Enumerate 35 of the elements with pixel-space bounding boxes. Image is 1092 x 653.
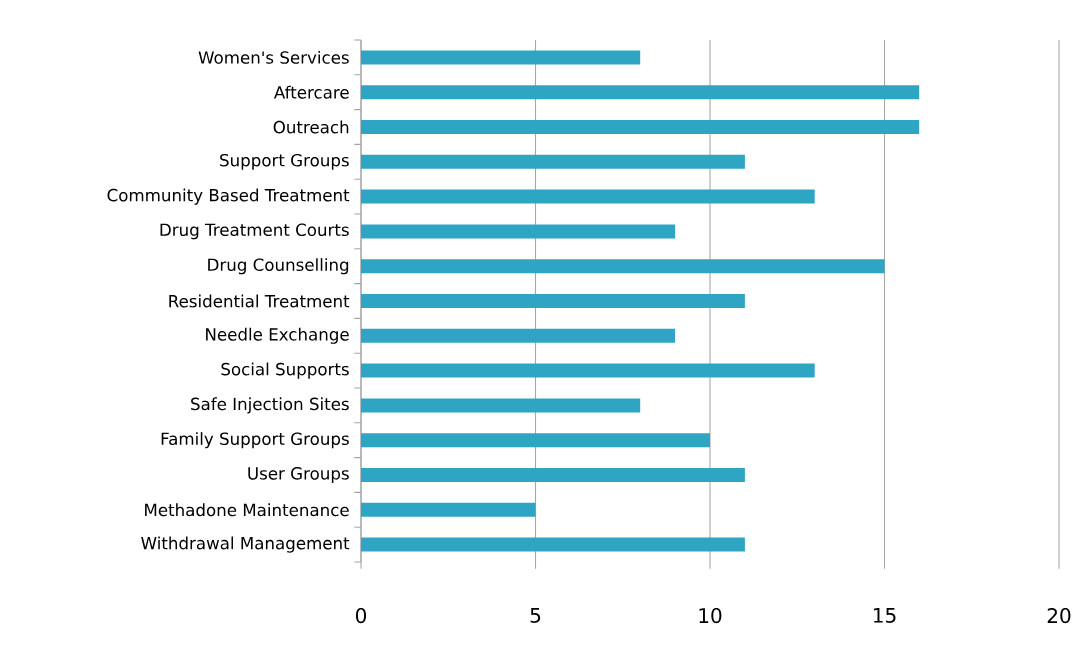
x-tick-label: 0	[355, 608, 367, 624]
y-tick-label: Aftercare	[273, 85, 349, 99]
y-tick-label: Community Based Treatment	[107, 188, 350, 205]
y-tick-label: Withdrawal Management	[141, 536, 350, 553]
bar	[361, 433, 710, 448]
y-tick-label: Methadone Maintenance	[145, 503, 349, 517]
y-tick-label: Family Support Groups	[161, 432, 349, 449]
y-tick-label: Outreach	[273, 120, 349, 134]
bar	[361, 328, 676, 343]
bar	[361, 259, 885, 274]
bar	[361, 120, 920, 135]
bar	[361, 363, 815, 378]
bar	[361, 294, 745, 309]
bar	[361, 154, 745, 169]
x-tick-label: 5	[530, 608, 541, 623]
bar	[361, 50, 641, 65]
y-tick-label: Women's Services	[198, 50, 349, 64]
x-tick-label: 20	[1047, 608, 1071, 624]
y-tick-label: Drug Treatment Courts	[160, 223, 349, 240]
bar	[361, 398, 641, 413]
y-tick-label: Drug Counselling	[208, 258, 349, 275]
bar	[361, 224, 676, 239]
bar	[361, 468, 745, 482]
y-tick-label: User Groups	[248, 467, 349, 483]
x-tick-label: 15	[873, 608, 896, 623]
x-tick-label: 10	[699, 608, 722, 624]
y-tick-label: Support Groups	[220, 153, 349, 170]
bar	[361, 537, 745, 552]
bar	[361, 502, 536, 517]
bar	[361, 85, 920, 100]
y-tick-label: Needle Exchange	[206, 327, 349, 344]
y-tick-label: Social Supports	[221, 362, 349, 379]
y-tick-label: Safe Injection Sites	[191, 397, 349, 414]
y-tick-label: Residential Treatment	[169, 294, 350, 308]
bar	[361, 189, 815, 204]
